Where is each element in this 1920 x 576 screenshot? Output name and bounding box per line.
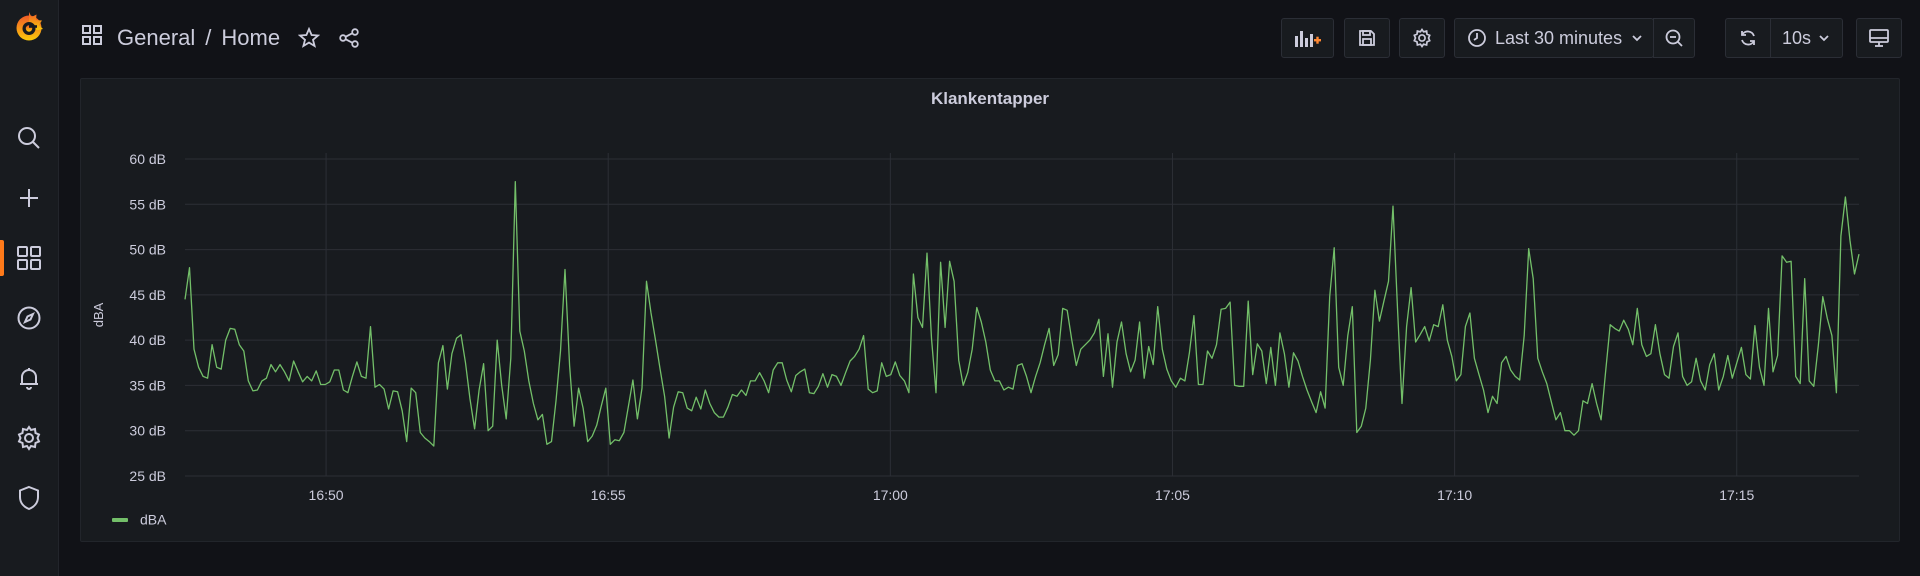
- y-axis: 60 dB 55 dB 50 dB 45 dB 40 dB 35 dB 30 dB 25 dB: [129, 151, 166, 484]
- time-range-label: Last 30 minutes: [1495, 27, 1623, 48]
- x-tick-label: 17:10: [1437, 487, 1472, 503]
- dashboard-navbar: General / Home Last 30 minutes 10s: [59, 0, 1920, 76]
- series-line-dBA: [184, 180, 1860, 447]
- breadcrumb-folder[interactable]: General: [117, 25, 196, 50]
- time-range-picker[interactable]: Last 30 minutes: [1454, 18, 1654, 58]
- dashboards-icon: [81, 24, 103, 52]
- refresh-dashboard-button[interactable]: [1725, 18, 1771, 58]
- dashboard-settings-button[interactable]: [1399, 18, 1445, 58]
- add-panel-button[interactable]: [1281, 18, 1334, 58]
- gear-icon: [17, 425, 41, 451]
- panel-title[interactable]: Klankentapper: [930, 89, 1050, 108]
- sidebar-item-create[interactable]: [0, 174, 58, 222]
- monitor-icon: [1869, 29, 1889, 47]
- refresh-interval-picker[interactable]: 10s: [1770, 18, 1843, 58]
- side-menu: [0, 0, 59, 576]
- y-tick-label: 25 dB: [129, 468, 166, 484]
- gear-icon: [1413, 28, 1431, 48]
- legend: dBA: [112, 512, 167, 528]
- shield-icon: [19, 485, 39, 511]
- sidebar-item-explore[interactable]: [0, 294, 58, 342]
- legend-swatch: [112, 518, 128, 522]
- grafana-logo[interactable]: [12, 10, 46, 44]
- x-axis: 16:50 16:55 17:00 17:05 17:10 17:15: [309, 487, 1755, 503]
- bell-icon: [20, 368, 38, 390]
- series-layer: [184, 180, 1860, 447]
- x-tick-label: 17:05: [1155, 487, 1190, 503]
- breadcrumb: General / Home: [81, 18, 360, 58]
- sidebar-item-dashboards[interactable]: [0, 234, 58, 282]
- sidebar-item-configuration[interactable]: [0, 414, 58, 462]
- search-icon: [18, 127, 40, 149]
- x-tick-label: 16:50: [309, 487, 344, 503]
- y-tick-label: 30 dB: [129, 423, 166, 439]
- cycle-view-mode-button[interactable]: [1856, 18, 1902, 58]
- chevron-down-icon: [1632, 35, 1642, 42]
- y-tick-label: 35 dB: [129, 377, 166, 393]
- sidebar-item-alerting[interactable]: [0, 354, 58, 402]
- chart-grid: [185, 153, 1859, 477]
- y-axis-label: dBA: [91, 302, 106, 327]
- share-icon[interactable]: [338, 27, 360, 49]
- y-tick-label: 45 dB: [129, 287, 166, 303]
- clock-icon: [1468, 29, 1486, 47]
- compass-icon: [17, 306, 41, 330]
- breadcrumb-dashboard[interactable]: Home: [221, 25, 281, 50]
- legend-item-dBA[interactable]: dBA: [140, 512, 167, 528]
- sidebar-item-search[interactable]: [0, 114, 58, 162]
- breadcrumb-separator: /: [205, 25, 212, 50]
- zoom-out-icon: [1665, 29, 1683, 47]
- add-panel-icon: [1294, 31, 1321, 47]
- save-icon: [1359, 30, 1375, 46]
- y-tick-label: 40 dB: [129, 332, 166, 348]
- zoom-out-button[interactable]: [1653, 18, 1695, 58]
- save-dashboard-button[interactable]: [1344, 18, 1390, 58]
- x-tick-label: 17:15: [1719, 487, 1754, 503]
- x-tick-label: 16:55: [591, 487, 626, 503]
- refresh-interval-label: 10s: [1781, 27, 1812, 48]
- dashboards-icon: [17, 246, 41, 270]
- plus-icon: [20, 189, 38, 207]
- graph-panel[interactable]: Klankentapper 60 dB 55 dB 50 dB 45 dB 40 dB 3…: [80, 78, 1900, 542]
- star-icon[interactable]: [298, 27, 321, 49]
- line-chart[interactable]: 60 dB 55 dB 50 dB 45 dB 40 dB 35 dB 30 dB 25 dB…: [81, 79, 1899, 541]
- chevron-down-icon: [1819, 35, 1829, 42]
- sidebar-item-server-admin[interactable]: [0, 474, 58, 522]
- refresh-icon: [1741, 30, 1755, 46]
- y-tick-label: 50 dB: [129, 242, 166, 258]
- y-tick-label: 55 dB: [129, 196, 166, 212]
- x-tick-label: 17:00: [873, 487, 908, 503]
- y-tick-label: 60 dB: [129, 151, 166, 167]
